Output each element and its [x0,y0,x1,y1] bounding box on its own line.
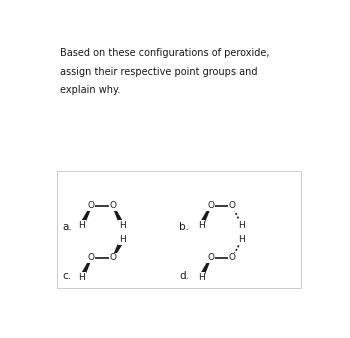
Text: H: H [238,235,245,244]
Text: O: O [207,201,214,210]
Text: assign their respective point groups and: assign their respective point groups and [60,67,258,77]
Text: H: H [119,221,126,230]
Text: O: O [110,201,117,210]
Text: O: O [229,254,236,262]
Text: c.: c. [63,271,72,281]
Polygon shape [80,258,91,278]
Text: H: H [238,221,245,230]
FancyBboxPatch shape [57,171,301,288]
Text: O: O [88,254,95,262]
Text: H: H [198,221,204,230]
Text: O: O [207,254,214,262]
Text: O: O [110,254,117,262]
Text: Based on these configurations of peroxide,: Based on these configurations of peroxid… [60,48,270,58]
Text: O: O [88,201,95,210]
Text: a.: a. [63,222,72,232]
Text: explain why.: explain why. [60,85,120,95]
Text: H: H [78,221,85,230]
Text: O: O [229,201,236,210]
Text: H: H [78,273,85,282]
Text: H: H [119,235,126,244]
Polygon shape [80,206,91,226]
Polygon shape [113,239,124,258]
Polygon shape [199,258,211,278]
Text: d.: d. [179,271,189,281]
Text: H: H [198,273,204,282]
Polygon shape [199,206,211,226]
Polygon shape [113,206,124,226]
Text: b.: b. [179,222,189,232]
